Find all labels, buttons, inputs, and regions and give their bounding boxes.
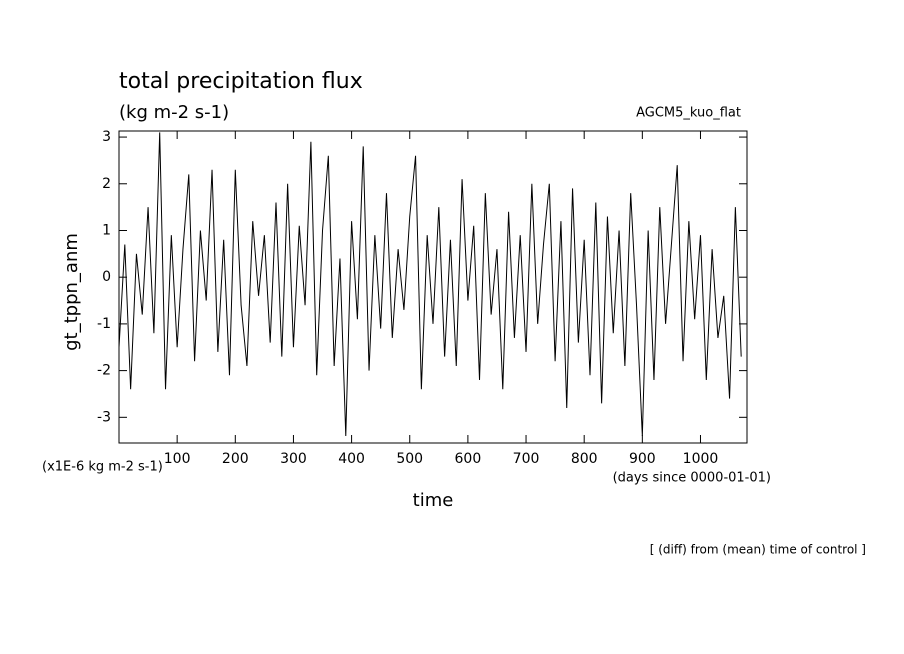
y-tick-label: 3 [102, 129, 111, 145]
y-tick-label: 2 [102, 176, 111, 192]
plot-frame [118, 130, 748, 444]
x-tick-label: 400 [338, 451, 365, 467]
chart-subtitle: (kg m-2 s-1) [119, 102, 229, 123]
y-tick-label: 1 [102, 222, 111, 238]
data-line [118, 132, 742, 437]
x-tick-label: 700 [513, 451, 540, 467]
y-tick-label: -2 [97, 363, 111, 379]
x-tick-label: 800 [571, 451, 598, 467]
y-tick-label: -3 [97, 409, 111, 425]
y-tick-label: -1 [97, 316, 111, 332]
annotation: AGCM5_kuo_flat [636, 106, 741, 121]
y-axis-label: gt_tppn_anm [61, 233, 82, 351]
x-tick-label: 1000 [683, 451, 719, 467]
x-tick-label: 200 [222, 451, 249, 467]
x-tick-label: 100 [164, 451, 191, 467]
x-tick-label: 500 [396, 451, 423, 467]
x-unit-label: (days since 0000-01-01) [613, 471, 771, 486]
x-tick-label: 300 [280, 451, 307, 467]
y-tick-label: 0 [102, 269, 111, 285]
x-axis-label: time [413, 490, 454, 511]
x-tick-label: 900 [629, 451, 656, 467]
x-tick-label: 600 [455, 451, 482, 467]
chart-title: total precipitation flux [119, 69, 363, 94]
y-unit-label: (x1E-6 kg m-2 s-1) [42, 460, 163, 475]
footnote: [ (diff) from (mean) time of control ] [650, 543, 866, 557]
